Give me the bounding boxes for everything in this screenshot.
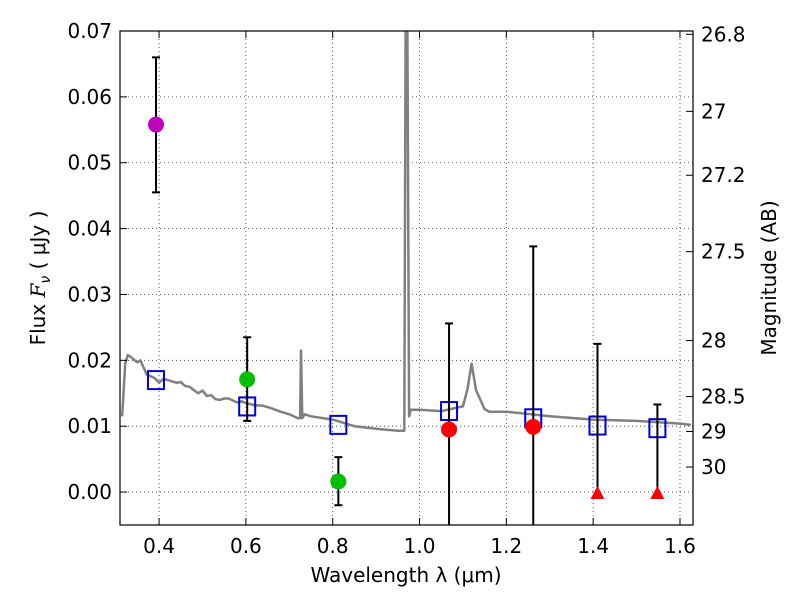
green-detections-marker	[330, 473, 347, 490]
red-detections-marker	[525, 418, 542, 435]
right-tick-label: 28	[701, 329, 726, 353]
right-axis-title: Magnitude (AB)	[757, 200, 781, 355]
magenta-detection-marker	[148, 116, 165, 133]
y-tick-label: 0.07	[67, 19, 112, 43]
x-tick-label: 1.4	[577, 534, 609, 558]
synthetic-photometry-marker	[329, 414, 348, 435]
synthetic-photometry-marker	[147, 370, 166, 391]
y-tick-label: 0.01	[67, 414, 112, 438]
right-tick-label: 29	[701, 419, 726, 443]
upper-limit-marker	[650, 486, 665, 500]
x-tick-label: 0.4	[143, 534, 175, 558]
y-axis-title-unit: ( μJy )	[26, 211, 50, 276]
right-tick-label: 28.5	[701, 385, 746, 409]
upper-limit-marker	[590, 486, 605, 500]
x-tick-label: 1.6	[664, 534, 696, 558]
right-tick-label: 26.8	[701, 22, 746, 46]
y-axis-title-symbol: F	[26, 282, 50, 298]
green-detections-marker	[239, 371, 256, 388]
x-tick-label: 0.8	[317, 534, 349, 558]
x-tick-label: 0.6	[230, 534, 262, 558]
plot-frame	[119, 30, 694, 526]
template-spectrum-line	[120, 31, 691, 433]
y-tick-label: 0.06	[67, 85, 112, 109]
right-tick-label: 27.2	[701, 163, 746, 187]
plot-area	[120, 31, 691, 525]
right-tick-label: 27.5	[701, 240, 746, 264]
y-tick-label: 0.03	[67, 282, 112, 306]
x-axis-title: Wavelength λ (μm)	[310, 563, 501, 587]
y-axis-title-subscript: ν	[38, 276, 54, 284]
y-tick-label: 0.04	[67, 217, 112, 241]
red-detections-marker	[441, 421, 458, 438]
right-tick-label: 27	[701, 99, 726, 123]
y-tick-label: 0.05	[67, 151, 112, 175]
y-tick-label: 0.00	[67, 480, 112, 504]
x-tick-label: 1.2	[490, 534, 522, 558]
y-axis-title: Flux Fν ( μJy )	[26, 211, 54, 346]
right-tick-label: 30	[701, 455, 726, 479]
x-tick-label: 1.0	[404, 534, 436, 558]
y-tick-label: 0.02	[67, 348, 112, 372]
y-axis-title-prefix: Flux	[26, 297, 50, 345]
axis-ticks: 0.4 0.6 0.8 1.0 1.2 1.4 1.6 0.00 0.01 0.02 0.03 0.0…	[67, 19, 745, 558]
